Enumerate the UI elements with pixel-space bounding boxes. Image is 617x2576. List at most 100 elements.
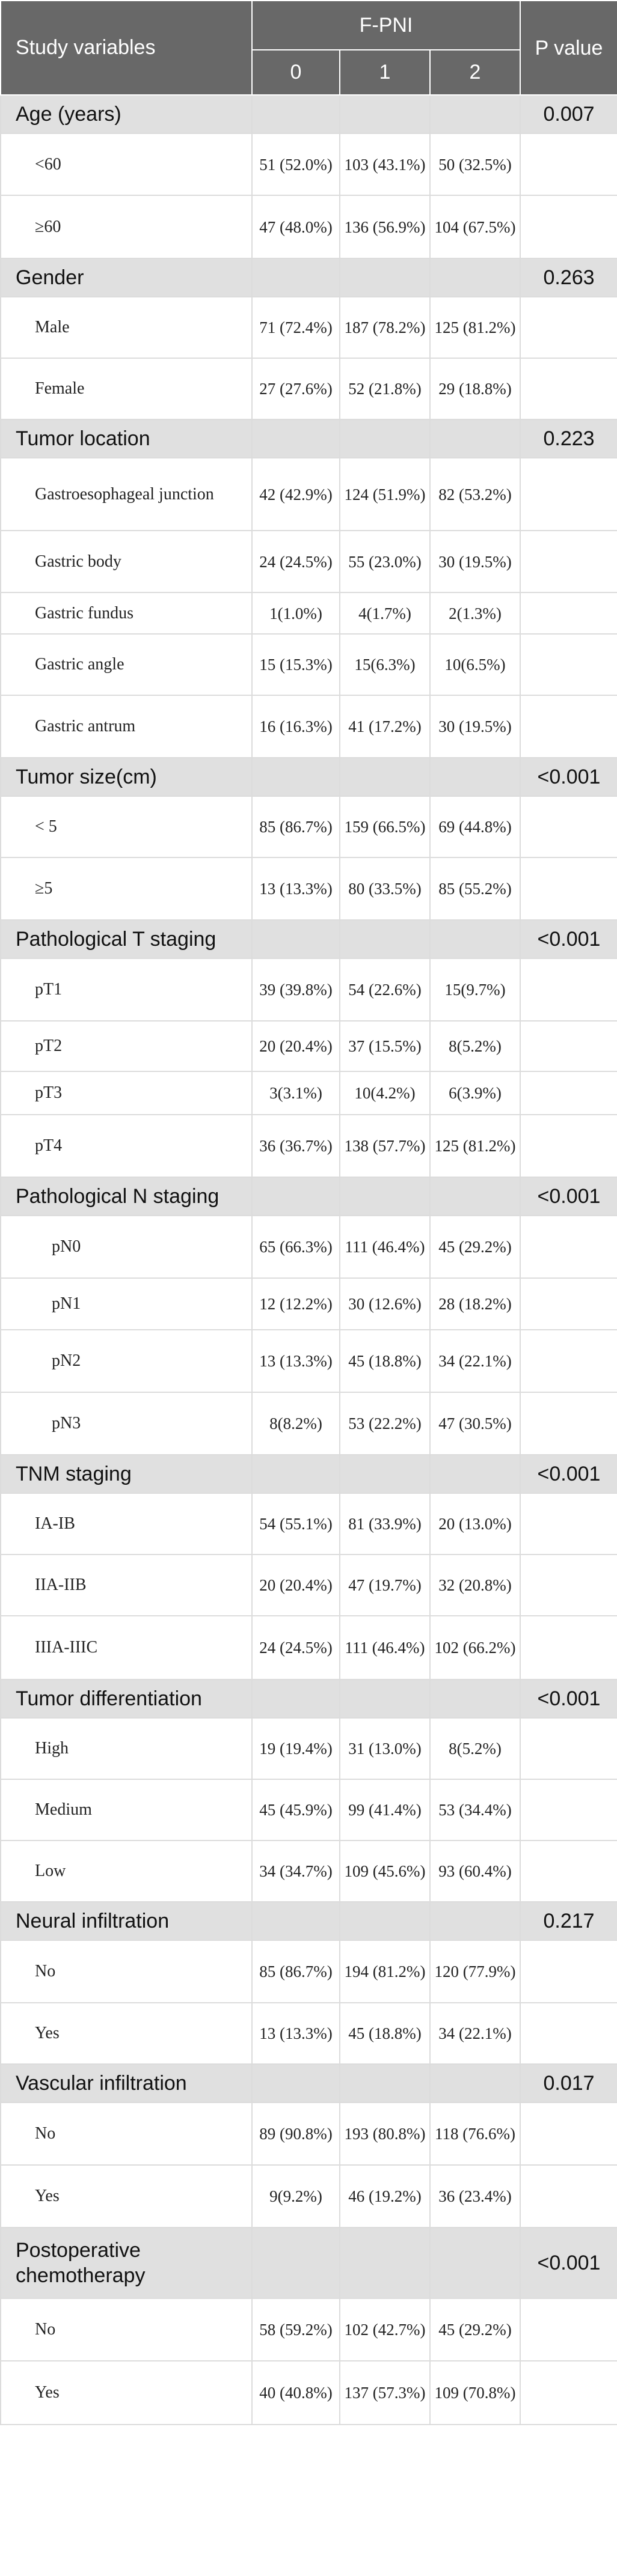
table-row: Female 27 (27.6%) 52 (21.8%) 29 (18.8%) xyxy=(0,358,617,420)
row-label: pT2 xyxy=(0,1020,253,1072)
section-empty-cell xyxy=(429,1177,521,1216)
section-empty-cell xyxy=(251,94,340,134)
value-cell-level-2: 120 (77.9%) xyxy=(429,1940,521,2003)
value-cell-level-1: 136 (56.9%) xyxy=(339,195,431,259)
row-label: Gastric antrum xyxy=(0,695,253,758)
section-row: Postoperative chemotherapy <0.001 xyxy=(0,2227,617,2299)
value-cell-level-2: 30 (19.5%) xyxy=(429,530,521,593)
value-cell-level-2: 82 (53.2%) xyxy=(429,457,521,531)
value-cell-level-2: 20 (13.0%) xyxy=(429,1493,521,1555)
p-value-empty-cell xyxy=(520,1615,617,1680)
section-empty-cell xyxy=(251,419,340,458)
section-row: Gender 0.263 xyxy=(0,258,617,297)
value-cell-level-0: 54 (55.1%) xyxy=(251,1493,340,1555)
value-cell-level-2: 2(1.3%) xyxy=(429,592,521,635)
row-label: pN3 xyxy=(0,1392,253,1455)
table-body: Age (years) 0.007 <60 51 (52.0%) 103 (43.1%)… xyxy=(0,94,617,2425)
value-cell-level-1: 30 (12.6%) xyxy=(339,1277,431,1330)
value-cell-level-1: 99 (41.4%) xyxy=(339,1779,431,1841)
section-row: TNM staging <0.001 xyxy=(0,1454,617,1494)
p-value-cell: <0.001 xyxy=(520,919,617,959)
row-label: pT1 xyxy=(0,958,253,1022)
fpni-level-1-header: 1 xyxy=(339,49,431,96)
p-value-empty-cell xyxy=(520,1493,617,1555)
section-title: Pathological N staging xyxy=(0,1177,253,1216)
row-label: IA-IB xyxy=(0,1493,253,1555)
section-title: Tumor differentiation xyxy=(0,1679,253,1719)
p-value-empty-cell xyxy=(520,2360,617,2425)
row-label: High xyxy=(0,1717,253,1780)
table-row: Low 34 (34.7%) 109 (45.6%) 93 (60.4%) xyxy=(0,1840,617,1902)
row-label: pN0 xyxy=(0,1215,253,1279)
section-row: Tumor location 0.223 xyxy=(0,419,617,458)
row-label: Female xyxy=(0,358,253,420)
table-row: pT1 39 (39.8%) 54 (22.6%) 15(9.7%) xyxy=(0,958,617,1022)
section-empty-cell xyxy=(339,419,431,458)
value-cell-level-2: 85 (55.2%) xyxy=(429,857,521,921)
value-cell-level-0: 39 (39.8%) xyxy=(251,958,340,1022)
row-label: Yes xyxy=(0,2002,253,2065)
table-header: Study variables F-PNI P value 0 1 2 xyxy=(0,0,617,96)
value-cell-level-2: 93 (60.4%) xyxy=(429,1840,521,1902)
section-empty-cell xyxy=(251,1679,340,1719)
value-cell-level-2: 28 (18.2%) xyxy=(429,1277,521,1330)
p-value-empty-cell xyxy=(520,133,617,196)
p-value-empty-cell xyxy=(520,857,617,921)
p-value-cell: 0.217 xyxy=(520,1901,617,1941)
value-cell-level-0: 8(8.2%) xyxy=(251,1392,340,1455)
section-empty-cell xyxy=(251,1454,340,1494)
fpni-level-2-header: 2 xyxy=(429,49,521,96)
value-cell-level-1: 46 (19.2%) xyxy=(339,2164,431,2228)
table-row: Medium 45 (45.9%) 99 (41.4%) 53 (34.4%) xyxy=(0,1779,617,1841)
p-value-cell: 0.007 xyxy=(520,94,617,134)
row-label: No xyxy=(0,2102,253,2166)
value-cell-level-0: 1(1.0%) xyxy=(251,592,340,635)
value-cell-level-2: 15(9.7%) xyxy=(429,958,521,1022)
row-label: Gastric body xyxy=(0,530,253,593)
row-label: Gastroesophageal junction xyxy=(0,457,253,531)
p-value-empty-cell xyxy=(520,457,617,531)
row-label: IIA-IIB xyxy=(0,1554,253,1616)
row-label: pT4 xyxy=(0,1114,253,1178)
value-cell-level-1: 47 (19.7%) xyxy=(339,1554,431,1616)
value-cell-level-0: 3(3.1%) xyxy=(251,1071,340,1115)
value-cell-level-2: 53 (34.4%) xyxy=(429,1779,521,1841)
value-cell-level-1: 193 (80.8%) xyxy=(339,2102,431,2166)
section-title: Age (years) xyxy=(0,94,253,134)
section-empty-cell xyxy=(339,2063,431,2103)
section-title: Gender xyxy=(0,258,253,297)
p-value-empty-cell xyxy=(520,633,617,696)
value-cell-level-1: 80 (33.5%) xyxy=(339,857,431,921)
p-value-empty-cell xyxy=(520,1392,617,1455)
p-value-empty-cell xyxy=(520,1554,617,1616)
table-row: No 58 (59.2%) 102 (42.7%) 45 (29.2%) xyxy=(0,2298,617,2361)
value-cell-level-2: 109 (70.8%) xyxy=(429,2360,521,2425)
p-value-empty-cell xyxy=(520,1277,617,1330)
section-row: Tumor size(cm) <0.001 xyxy=(0,757,617,797)
p-value-empty-cell xyxy=(520,2298,617,2361)
section-title: Vascular infiltration xyxy=(0,2063,253,2103)
value-cell-level-0: 45 (45.9%) xyxy=(251,1779,340,1841)
value-cell-level-1: 124 (51.9%) xyxy=(339,457,431,531)
section-empty-cell xyxy=(339,258,431,297)
table-row: Gastric fundus 1(1.0%) 4(1.7%) 2(1.3%) xyxy=(0,592,617,635)
value-cell-level-0: 42 (42.9%) xyxy=(251,457,340,531)
p-value-empty-cell xyxy=(520,1717,617,1780)
section-empty-cell xyxy=(339,1679,431,1719)
value-cell-level-0: 51 (52.0%) xyxy=(251,133,340,196)
table-row: <60 51 (52.0%) 103 (43.1%) 50 (32.5%) xyxy=(0,133,617,196)
p-value-empty-cell xyxy=(520,530,617,593)
value-cell-level-2: 69 (44.8%) xyxy=(429,796,521,858)
value-cell-level-0: 65 (66.3%) xyxy=(251,1215,340,1279)
p-value-cell: <0.001 xyxy=(520,757,617,797)
section-title: TNM staging xyxy=(0,1454,253,1494)
section-empty-cell xyxy=(429,1901,521,1941)
value-cell-level-1: 103 (43.1%) xyxy=(339,133,431,196)
value-cell-level-0: 36 (36.7%) xyxy=(251,1114,340,1178)
table-row: pN3 8(8.2%) 53 (22.2%) 47 (30.5%) xyxy=(0,1392,617,1455)
p-value-empty-cell xyxy=(520,958,617,1022)
p-value-empty-cell xyxy=(520,195,617,259)
value-cell-level-1: 55 (23.0%) xyxy=(339,530,431,593)
value-cell-level-1: 10(4.2%) xyxy=(339,1071,431,1115)
value-cell-level-2: 45 (29.2%) xyxy=(429,1215,521,1279)
